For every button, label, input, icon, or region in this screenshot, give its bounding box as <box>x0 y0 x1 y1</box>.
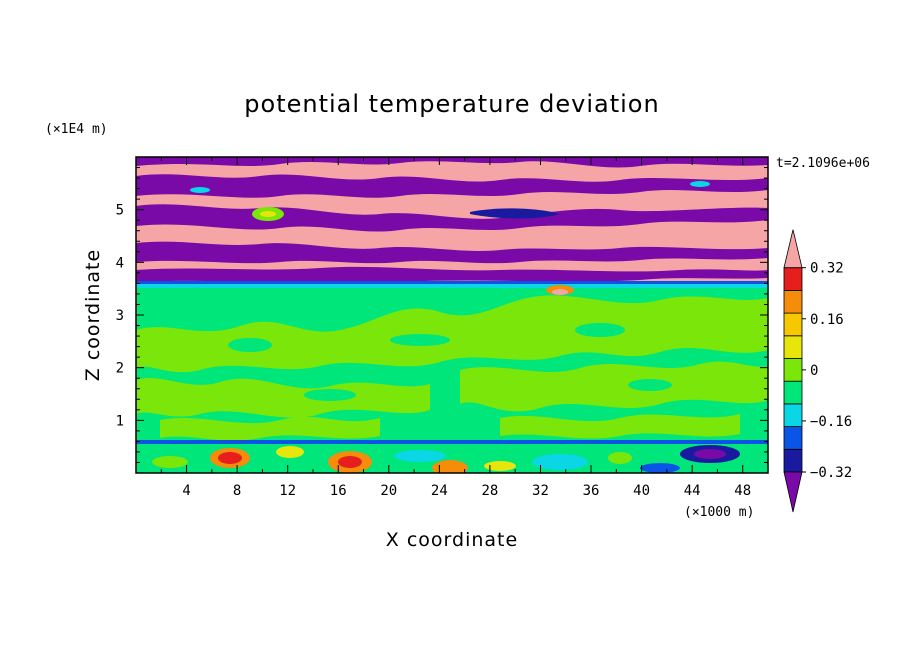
colorbar-box <box>783 312 803 337</box>
y-axis-unit: (×1E4 m) <box>45 122 108 137</box>
x-tick-label: 48 <box>734 483 751 499</box>
x-tick-label: 20 <box>380 483 397 499</box>
y-tick-label: 2 <box>116 361 124 377</box>
colorbar: 0.32 0.16 0 −0.16 −0.32 <box>783 229 852 513</box>
x-tick-label: 8 <box>233 483 241 499</box>
x-axis-ticks: 4 8 12 16 20 24 28 32 36 40 44 48 <box>160 157 751 499</box>
time-label: t=2.1096e+06 <box>776 156 870 171</box>
y-axis-label: Z coordinate <box>82 249 104 381</box>
colorbar-tick-label: 0.32 <box>810 261 844 277</box>
mid-layer-holes <box>228 323 672 401</box>
colorbar-tick-label: −0.16 <box>810 414 852 430</box>
y-tick-label: 5 <box>116 203 124 219</box>
chart-title: potential temperature deviation <box>244 90 659 118</box>
contour-field <box>136 157 768 473</box>
x-tick-label: 24 <box>431 483 448 499</box>
boundary-layer-top-line <box>136 440 768 444</box>
y-axis-ticks: 1 2 3 4 5 <box>116 167 768 463</box>
x-axis-label: X coordinate <box>386 529 518 551</box>
colorbar-tick-label: 0.16 <box>810 312 844 328</box>
colorbar-box <box>783 267 803 291</box>
x-tick-label: 4 <box>182 483 190 499</box>
colorbar-box <box>783 426 803 450</box>
y-tick-label: 1 <box>116 413 124 429</box>
colorbar-box <box>783 289 803 314</box>
x-tick-label: 36 <box>583 483 600 499</box>
x-tick-label: 16 <box>330 483 347 499</box>
x-tick-label: 40 <box>633 483 650 499</box>
x-tick-label: 44 <box>684 483 701 499</box>
upper-accents <box>136 181 768 295</box>
colorbar-box <box>783 448 803 473</box>
colorbar-arrow-top <box>783 229 803 269</box>
x-tick-label: 28 <box>481 483 498 499</box>
purple-bands <box>136 157 768 284</box>
colorbar-tick-label: −0.32 <box>810 465 852 481</box>
colorbar-box <box>783 358 803 382</box>
colorbar-box <box>783 380 803 405</box>
boundary-layer-blobs <box>152 445 740 473</box>
colorbar-tick-label: 0 <box>810 363 818 379</box>
x-tick-label: 12 <box>279 483 296 499</box>
colorbar-arrow-bottom <box>783 471 803 513</box>
mid-layer-patches <box>136 295 768 441</box>
y-tick-label: 3 <box>116 308 124 324</box>
colorbar-box <box>783 335 803 359</box>
y-tick-label: 4 <box>116 255 124 271</box>
x-tick-label: 32 <box>532 483 549 499</box>
x-axis-unit: (×1000 m) <box>684 505 754 520</box>
colorbar-box <box>783 403 803 427</box>
